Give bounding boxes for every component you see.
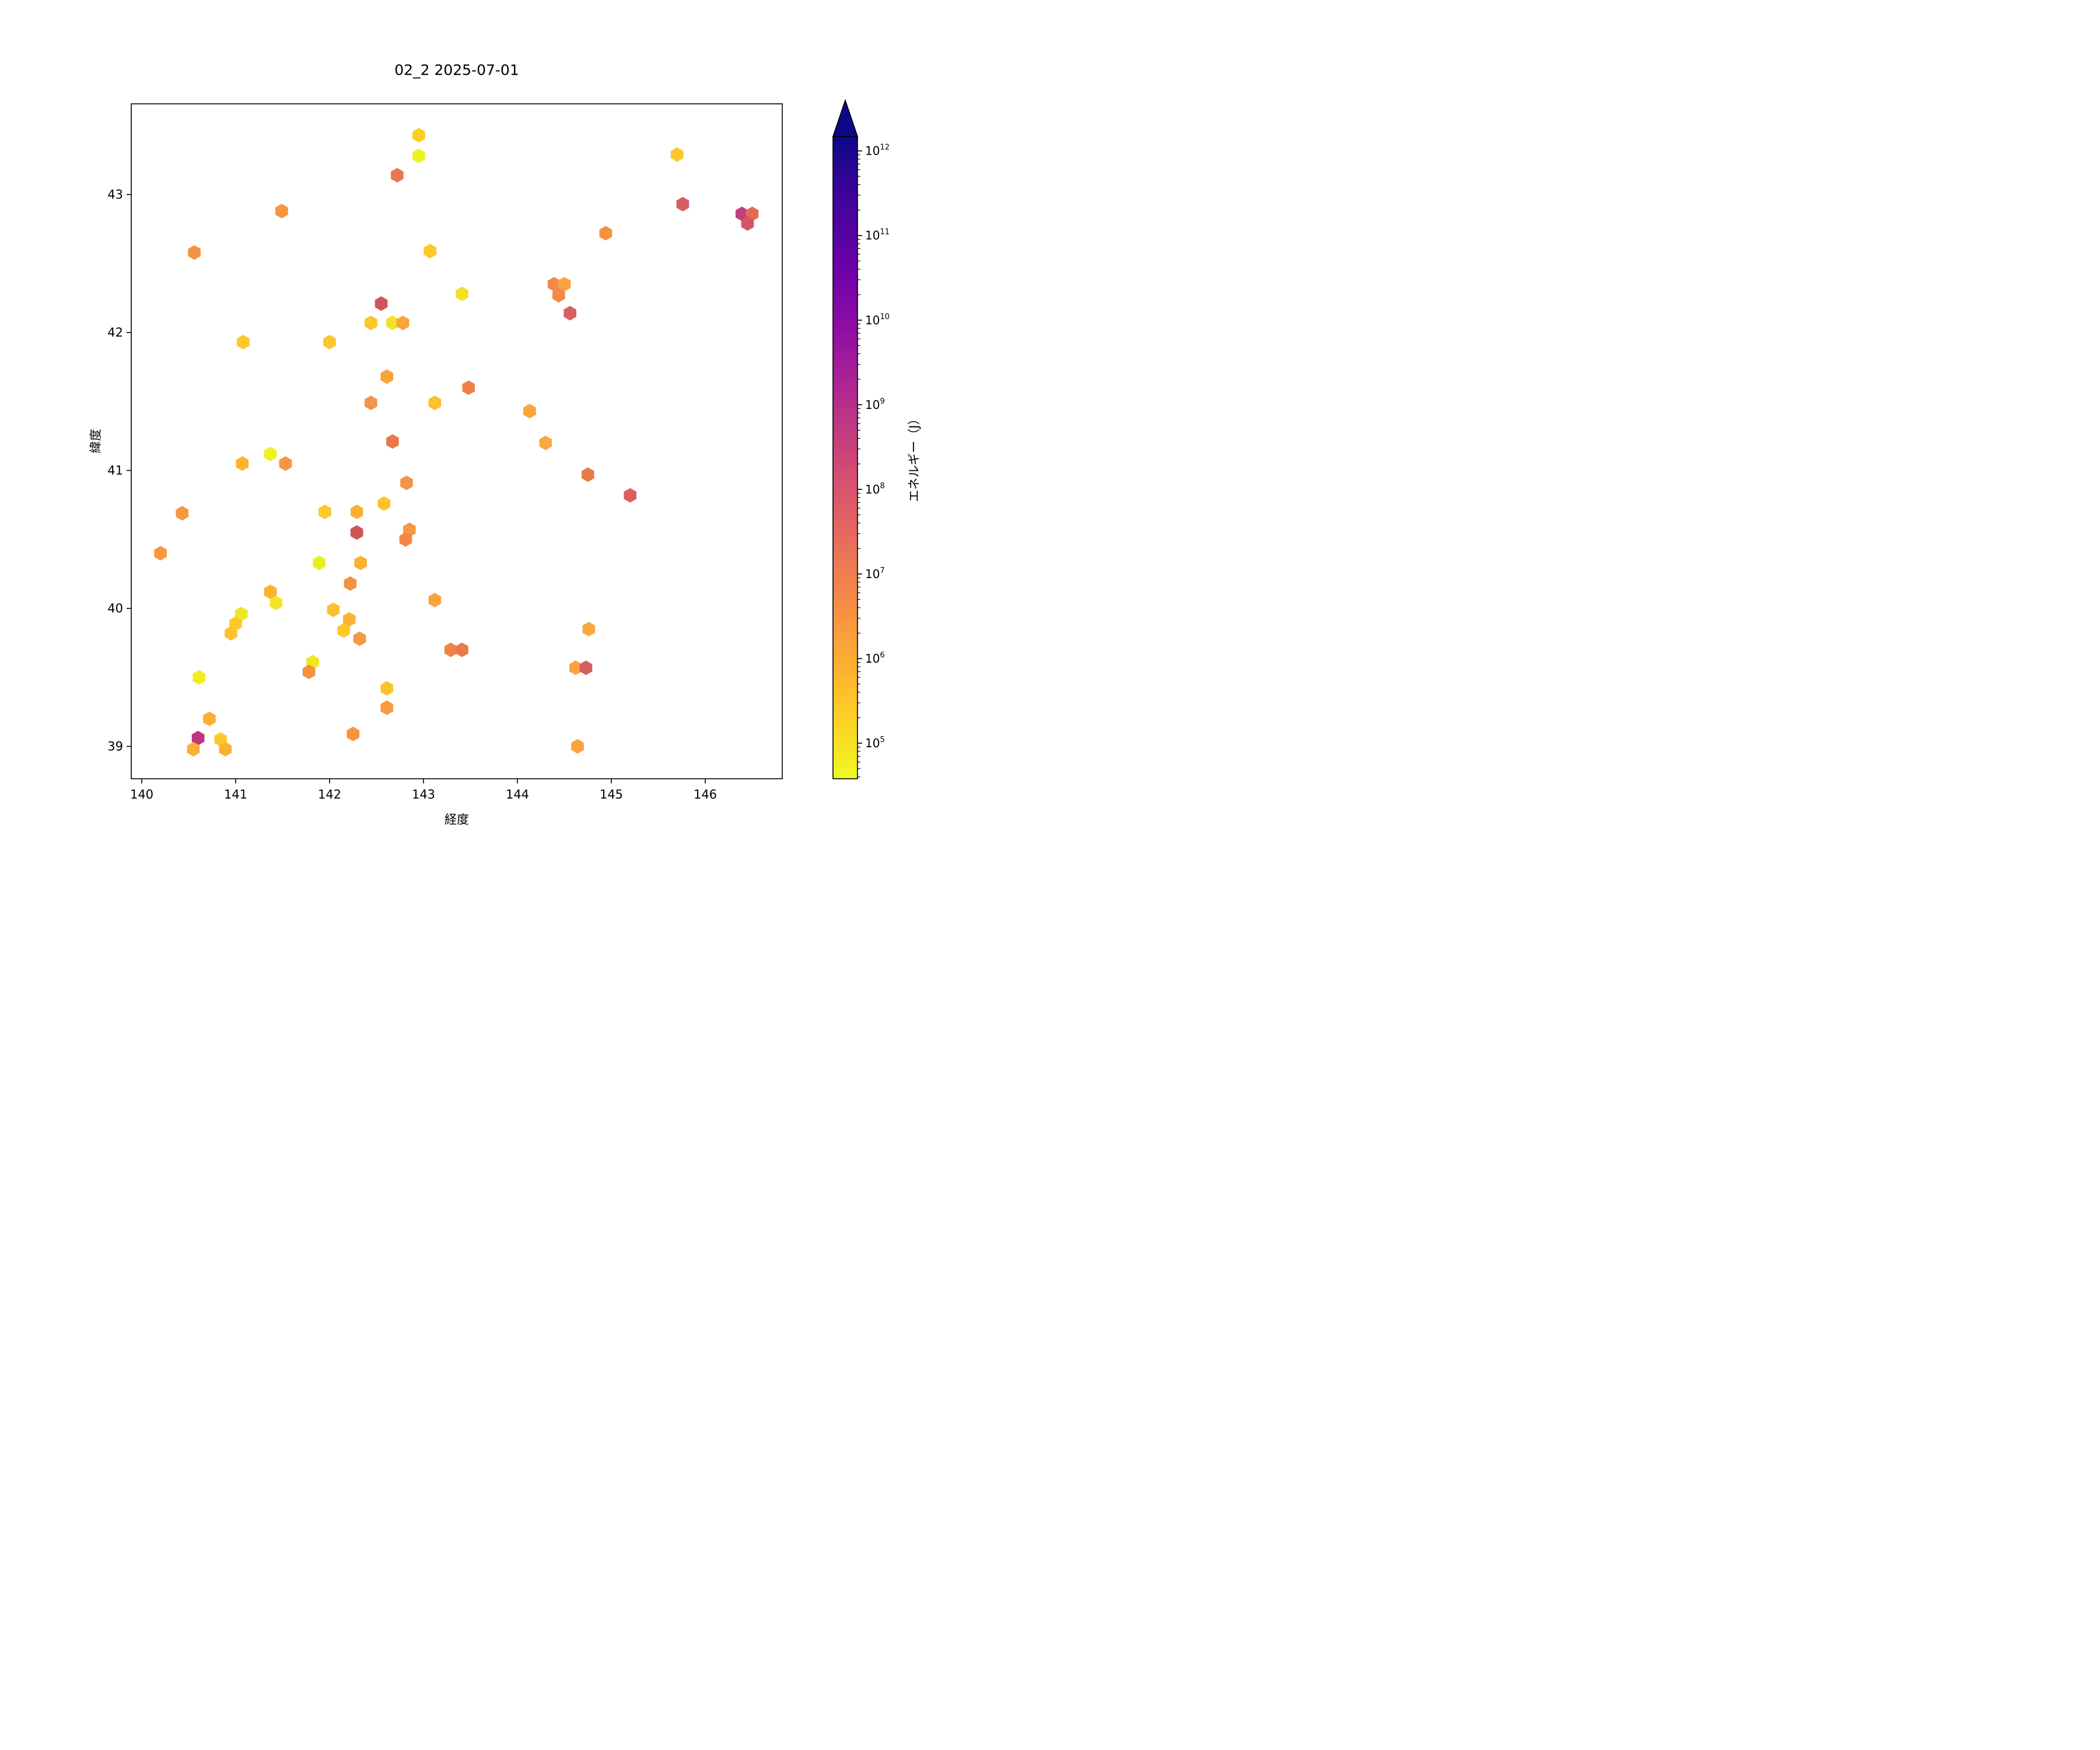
data-point-hexagon bbox=[318, 504, 331, 519]
data-point-hexagon bbox=[581, 467, 594, 482]
data-point-hexagon bbox=[523, 404, 536, 419]
data-point-hexagon bbox=[579, 660, 593, 676]
data-point-hexagon bbox=[396, 315, 410, 330]
data-point-hexagon bbox=[365, 396, 377, 411]
data-point-hexagon bbox=[412, 128, 425, 143]
y-axis-label: 緯度 bbox=[89, 429, 103, 453]
colorbar-bar bbox=[832, 136, 858, 779]
data-point-hexagon bbox=[346, 726, 360, 741]
x-axis-label: 経度 bbox=[444, 813, 469, 827]
data-point-hexagon bbox=[399, 532, 412, 547]
data-point-hexagon bbox=[350, 525, 363, 540]
colorbar-tick-label: 109 bbox=[865, 397, 885, 412]
x-tick-label: 143 bbox=[412, 788, 435, 802]
data-point-hexagon bbox=[191, 730, 205, 746]
data-point-hexagon bbox=[424, 243, 437, 258]
data-point-hexagon bbox=[456, 286, 468, 302]
x-tick-label: 145 bbox=[600, 788, 623, 802]
data-point-hexagon bbox=[270, 596, 283, 611]
x-tick-label: 141 bbox=[224, 788, 247, 802]
data-point-hexagon bbox=[323, 335, 336, 350]
x-tick-label: 144 bbox=[506, 788, 529, 802]
colorbar-tick-label: 107 bbox=[865, 566, 885, 581]
data-point-hexagon bbox=[327, 602, 340, 617]
data-point-hexagon bbox=[380, 681, 394, 696]
data-point-hexagon bbox=[735, 206, 748, 222]
axes-frame bbox=[131, 103, 783, 779]
data-point-hexagon bbox=[225, 626, 237, 641]
data-point-hexagon bbox=[264, 446, 277, 461]
colorbar-tick-label: 106 bbox=[865, 651, 885, 666]
data-point-hexagon bbox=[235, 606, 248, 621]
data-point-hexagon bbox=[279, 456, 292, 471]
data-point-hexagon bbox=[203, 711, 216, 726]
colorbar-tick-label: 1012 bbox=[865, 144, 890, 158]
data-point-hexagon bbox=[236, 456, 249, 471]
data-point-hexagon bbox=[412, 148, 425, 163]
x-tick-label: 142 bbox=[318, 788, 341, 802]
data-point-hexagon bbox=[353, 631, 366, 646]
data-point-hexagon bbox=[571, 739, 584, 754]
data-point-hexagon bbox=[569, 660, 582, 676]
y-tick-label: 42 bbox=[107, 326, 123, 340]
data-point-hexagon bbox=[219, 741, 232, 757]
data-point-hexagon bbox=[337, 623, 350, 638]
data-point-hexagon bbox=[187, 741, 200, 757]
data-point-hexagon bbox=[386, 434, 399, 449]
data-point-hexagon bbox=[456, 642, 468, 657]
data-point-hexagon bbox=[237, 335, 250, 350]
data-point-hexagon bbox=[350, 504, 363, 519]
data-point-hexagon bbox=[564, 306, 576, 321]
data-point-hexagon bbox=[154, 545, 167, 561]
data-point-hexagon bbox=[380, 369, 394, 384]
scatter-plot: 140 141 142 143 144 145 146 39 40 41 42 43 105 106 107… bbox=[107, 99, 890, 802]
data-point-hexagon bbox=[344, 576, 357, 591]
figure: 140 141 142 143 144 145 146 39 40 41 42 43 105 106 107… bbox=[0, 0, 1050, 875]
y-tick-label: 40 bbox=[107, 601, 123, 615]
colorbar-tick-label: 105 bbox=[865, 736, 885, 750]
data-point-hexagon bbox=[444, 642, 457, 657]
data-point-hexagon bbox=[624, 488, 637, 503]
data-point-hexagon bbox=[302, 664, 316, 680]
y-tick-label: 41 bbox=[107, 464, 123, 478]
data-point-hexagon bbox=[428, 593, 442, 608]
colorbar-extend-arrow bbox=[832, 99, 859, 137]
data-point-hexagon bbox=[313, 555, 326, 570]
data-point-hexagon bbox=[539, 435, 552, 450]
data-point-hexagon bbox=[374, 296, 388, 311]
x-tick-label: 146 bbox=[694, 788, 717, 802]
data-point-hexagon bbox=[462, 380, 475, 396]
data-point-hexagon bbox=[377, 496, 391, 511]
data-point-hexagon bbox=[264, 584, 277, 600]
data-point-hexagon bbox=[741, 216, 754, 231]
data-point-hexagon bbox=[428, 396, 442, 411]
y-tick-label: 39 bbox=[107, 740, 123, 754]
chart-title: 02_2 2025-07-01 bbox=[394, 61, 519, 79]
data-point-hexagon bbox=[558, 276, 571, 292]
data-point-hexagon bbox=[676, 197, 690, 212]
data-point-hexagon bbox=[599, 226, 612, 241]
colorbar-tick-label: 1010 bbox=[865, 313, 890, 327]
data-point-hexagon bbox=[547, 276, 561, 292]
y-tick-label: 43 bbox=[107, 188, 123, 202]
data-points-layer bbox=[154, 128, 759, 757]
data-point-hexagon bbox=[582, 621, 596, 636]
colorbar-label: エネルギー（J） bbox=[907, 412, 921, 502]
colorbar-tick-label: 1011 bbox=[865, 228, 890, 243]
data-point-hexagon bbox=[354, 555, 367, 570]
data-point-hexagon bbox=[391, 167, 404, 183]
data-point-hexagon bbox=[342, 612, 356, 627]
data-point-hexagon bbox=[365, 315, 377, 330]
data-point-hexagon bbox=[188, 245, 201, 260]
data-point-hexagon bbox=[275, 204, 288, 219]
data-point-hexagon bbox=[192, 670, 206, 685]
data-point-hexagon bbox=[670, 147, 684, 162]
data-point-hexagon bbox=[386, 315, 399, 330]
colorbar-tick-label: 108 bbox=[865, 482, 885, 496]
data-point-hexagon bbox=[552, 288, 565, 303]
data-point-hexagon bbox=[400, 475, 413, 491]
x-tick-label: 140 bbox=[130, 788, 153, 802]
data-point-hexagon bbox=[380, 700, 394, 715]
data-point-hexagon bbox=[176, 506, 189, 521]
